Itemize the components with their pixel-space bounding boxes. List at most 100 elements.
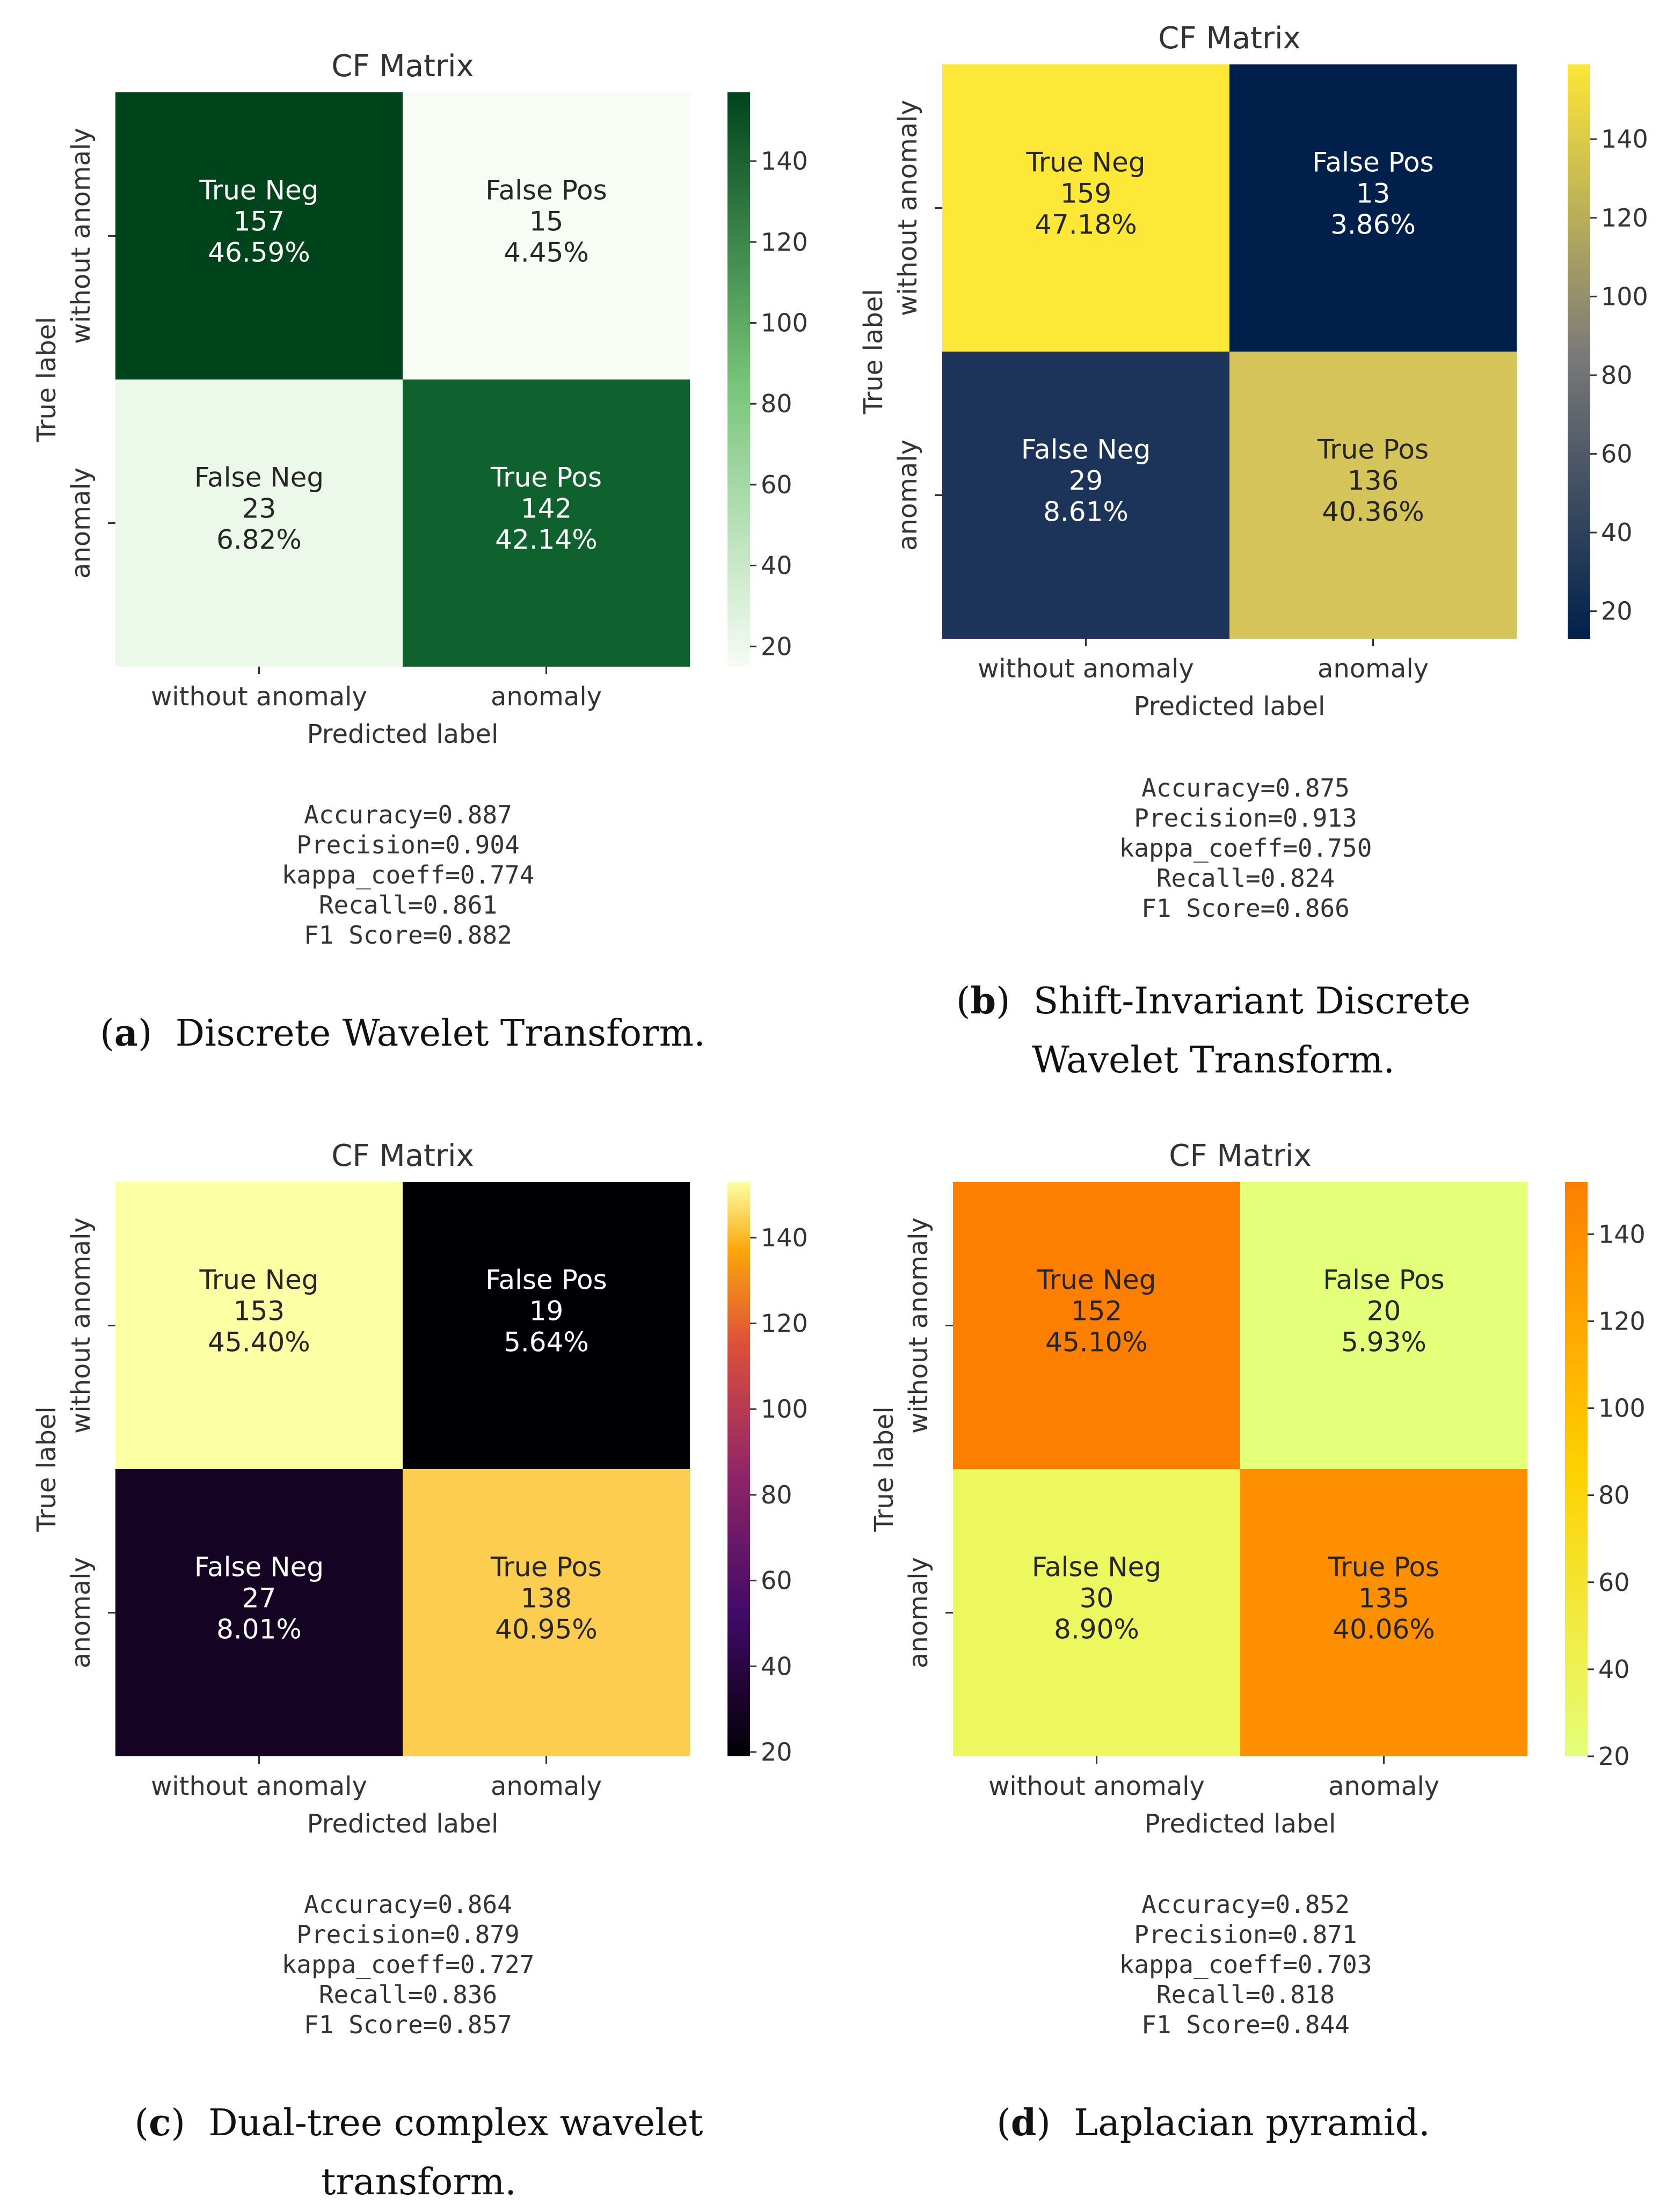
cell-label: True Pos — [490, 1552, 602, 1583]
metric-recall: Recall=0.861 — [318, 890, 498, 919]
x-tick-label: anomaly — [1328, 1771, 1439, 1801]
matrix-cell — [942, 64, 1229, 352]
cell-label: False Neg — [194, 462, 324, 493]
caption-text: Discrete Wavelet Transform. — [175, 1012, 705, 1055]
y-tick-label: without anomaly — [893, 100, 923, 316]
metric-f1: F1 Score=0.857 — [304, 2010, 512, 2039]
cell-label: False Pos — [485, 175, 607, 206]
y-tick-label: anomaly — [893, 440, 923, 551]
x-tick-label: anomaly — [491, 1771, 602, 1801]
cell-label: False Neg — [1032, 1552, 1161, 1583]
cell-label: True Pos — [490, 462, 602, 493]
metric-kappa: kappa_coeff=0.750 — [1119, 834, 1372, 863]
cell-count: 153 — [234, 1296, 285, 1327]
cell-label: False Pos — [485, 1265, 607, 1296]
colorbar-tick-label: 140 — [761, 147, 808, 176]
y-tick-label: anomaly — [66, 468, 96, 579]
colorbar-tick-label: 120 — [761, 1309, 808, 1338]
colorbar-tick-label: 120 — [761, 228, 808, 257]
cell-label: False Neg — [1021, 434, 1151, 465]
caption-b: (b) Shift-Invariant Discrete Wavelet Tra… — [956, 980, 1471, 1082]
metric-accuracy: Accuracy=0.875 — [1141, 773, 1350, 802]
caption-a: (a) Discrete Wavelet Transform. — [100, 1012, 705, 1055]
cell-percent: 4.45% — [504, 237, 589, 268]
colorbar — [727, 1182, 750, 1756]
colorbar-tick-label: 40 — [1601, 518, 1633, 547]
colorbar-tick-label: 80 — [761, 1480, 792, 1509]
cell-percent: 45.40% — [208, 1327, 310, 1358]
colorbar — [1568, 64, 1590, 639]
x-axis-label: Predicted label — [307, 1809, 499, 1839]
cell-count: 159 — [1060, 178, 1111, 209]
cell-label: False Neg — [194, 1552, 324, 1583]
colorbar-tick-label: 60 — [761, 470, 792, 499]
cell-percent: 40.06% — [1333, 1614, 1435, 1645]
metric-f1: F1 Score=0.882 — [304, 921, 512, 950]
cell-count: 15 — [529, 206, 564, 237]
colorbar-tick-label: 80 — [761, 389, 792, 418]
x-tick-label: without anomaly — [978, 654, 1194, 684]
cell-count: 19 — [529, 1296, 564, 1327]
colorbar-tick-label: 100 — [761, 1395, 808, 1423]
cell-percent: 8.01% — [216, 1614, 302, 1645]
colorbar-tick-label: 120 — [1601, 203, 1648, 232]
colorbar-tick-label: 80 — [1601, 361, 1633, 390]
cell-percent: 5.64% — [504, 1327, 589, 1358]
metric-precision: Precision=0.913 — [1134, 804, 1357, 833]
matrix-cell — [953, 1469, 1240, 1756]
x-tick-label: without anomaly — [151, 682, 367, 712]
cell-count: 135 — [1358, 1583, 1409, 1614]
metric-accuracy: Accuracy=0.852 — [1141, 1890, 1350, 1919]
x-axis-label: Predicted label — [1145, 1809, 1336, 1839]
cell-percent: 5.93% — [1341, 1327, 1426, 1358]
metric-kappa: kappa_coeff=0.703 — [1119, 1950, 1372, 1979]
colorbar-tick-label: 80 — [1598, 1481, 1630, 1510]
colorbar-tick-label: 140 — [1601, 125, 1648, 154]
colorbar-tick-label: 120 — [1598, 1306, 1646, 1335]
cell-label: True Neg — [199, 175, 319, 206]
colorbar-tick-label: 60 — [1601, 440, 1633, 469]
caption-tag: a — [114, 1012, 138, 1055]
caption-tag: c — [149, 2101, 171, 2144]
colorbar-tick-label: 20 — [1598, 1742, 1630, 1771]
metrics-a: Accuracy=0.887 Precision=0.904 kappa_coe… — [247, 800, 569, 950]
y-tick-label: anomaly — [904, 1557, 934, 1668]
chart-title: CF Matrix — [331, 1138, 474, 1173]
colorbar-tick-label: 40 — [761, 551, 792, 580]
metrics-c: Accuracy=0.864 Precision=0.879 kappa_coe… — [247, 1889, 569, 2040]
colorbar-tick-label: 20 — [761, 1738, 792, 1766]
x-tick-label: without anomaly — [151, 1771, 367, 1801]
matrix-cell — [1240, 1469, 1527, 1756]
colorbar-tick-label: 100 — [761, 309, 808, 338]
metric-accuracy: Accuracy=0.887 — [304, 800, 512, 829]
colorbar-tick-label: 40 — [1598, 1655, 1630, 1684]
colorbar-tick-label: 100 — [1601, 282, 1648, 311]
cell-count: 29 — [1069, 465, 1103, 497]
matrix-cell — [115, 1182, 403, 1469]
x-tick-label: without anomaly — [988, 1771, 1205, 1801]
cell-percent: 42.14% — [495, 524, 598, 556]
metrics-b: Accuracy=0.875 Precision=0.913 kappa_coe… — [1085, 773, 1407, 923]
caption-tag: b — [970, 980, 996, 1023]
caption-text: Dual-tree complex wavelet transform. — [208, 2102, 703, 2203]
x-axis-label: Predicted label — [1134, 691, 1326, 721]
cell-count: 157 — [234, 206, 285, 237]
cell-label: True Pos — [1328, 1552, 1439, 1583]
cell-percent: 46.59% — [208, 237, 310, 268]
cell-percent: 45.10% — [1045, 1327, 1148, 1358]
y-tick-label: without anomaly — [66, 1217, 96, 1434]
cell-label: True Pos — [1317, 434, 1429, 465]
caption-text: Laplacian pyramid. — [1074, 2102, 1430, 2144]
metric-kappa: kappa_coeff=0.774 — [281, 860, 535, 889]
cell-count: 30 — [1080, 1583, 1114, 1614]
caption-c: (c) Dual-tree complex wavelet transform. — [134, 2101, 703, 2203]
cell-count: 27 — [242, 1583, 276, 1614]
colorbar-tick-label: 60 — [1598, 1568, 1630, 1597]
caption-tag: d — [1010, 2101, 1037, 2144]
colorbar-tick-label: 20 — [761, 632, 792, 661]
metric-precision: Precision=0.871 — [1134, 1920, 1357, 1949]
y-tick-label: without anomaly — [904, 1217, 934, 1434]
metric-kappa: kappa_coeff=0.727 — [281, 1950, 535, 1979]
y-tick-label: without anomaly — [66, 128, 96, 344]
